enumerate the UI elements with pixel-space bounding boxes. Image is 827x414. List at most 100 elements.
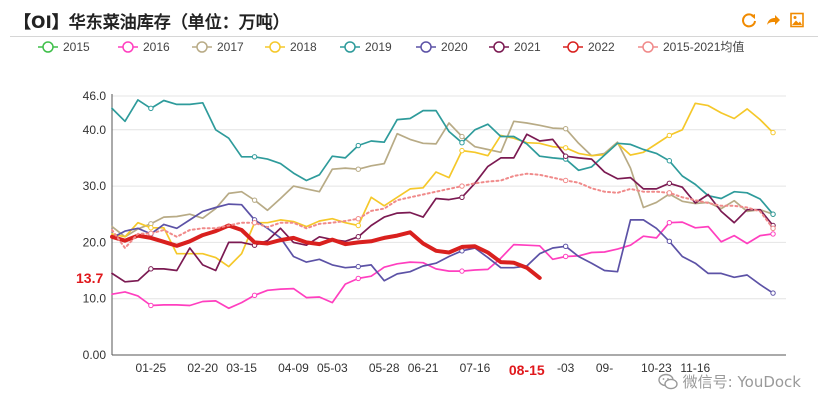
data-point [459, 183, 465, 189]
data-point [666, 190, 673, 196]
legend-label: 2019 [365, 40, 392, 54]
data-point [770, 129, 776, 136]
data-point [459, 147, 465, 154]
legend-swatch-marker [122, 41, 134, 53]
legend-swatch-marker [344, 41, 356, 53]
data-point [666, 158, 673, 164]
data-point [148, 266, 154, 272]
data-point [355, 142, 361, 149]
data-point [562, 243, 569, 250]
y-tick-label: 40.0 [83, 123, 107, 137]
refresh-icon[interactable] [741, 12, 757, 28]
legend-item-2015-2021[interactable]: 2015-2021均值 [638, 39, 744, 54]
legend-swatch-marker [567, 41, 579, 53]
legend-item-2022[interactable]: 2022 [563, 40, 615, 54]
data-point [770, 225, 776, 232]
data-point [666, 132, 673, 139]
legend-item-2019[interactable]: 2019 [340, 40, 392, 54]
chart-title: 【OI】华东菜油库存（单位：万吨） [14, 13, 290, 33]
legend-label: 2022 [588, 40, 615, 54]
legend-swatch-marker [196, 41, 208, 53]
x-tick-label: 01-25 [136, 361, 167, 375]
data-point [355, 234, 361, 240]
data-point [355, 166, 361, 172]
legend: 2015 2016 2017 2018 2019 2020 2021 2022 2015-202… [38, 39, 744, 54]
y-tick-label: 30.0 [83, 179, 107, 193]
series-line-2015-2021 [111, 172, 774, 249]
legend-label: 2018 [290, 40, 317, 54]
y-tick-label: 46.0 [83, 89, 107, 103]
legend-label: 2020 [441, 40, 468, 54]
x-tick-label: 02-20 [187, 361, 218, 375]
legend-swatch-marker [493, 41, 505, 53]
axes: 0.00 10.0 20.0 30.0 40.0 46.0 01-25 02-20 03-15 0… [76, 89, 786, 378]
x-tick-label: 11-16 [680, 361, 710, 375]
data-point [770, 290, 776, 296]
data-point [355, 275, 361, 282]
save-image-icon[interactable] [789, 12, 805, 28]
x-tick-label: 06-21 [408, 361, 439, 375]
watermark-text: 微信号: YouDock [682, 373, 801, 391]
wechat-icon [657, 373, 678, 389]
x-tick-label: 05-03 [317, 361, 348, 375]
legend-swatch-marker [642, 41, 654, 53]
data-point [148, 225, 154, 231]
legend-item-2015[interactable]: 2015 [38, 40, 90, 54]
series-line-2019 [111, 99, 774, 216]
grid [112, 95, 786, 356]
data-point [562, 177, 569, 184]
x-tick-label: 03-15 [226, 361, 257, 375]
title-divider [10, 36, 818, 37]
data-point [148, 230, 154, 237]
legend-swatch-marker [42, 41, 54, 53]
watermark: 微信号: YouDock [657, 371, 801, 392]
series-line-2018 [111, 102, 774, 268]
series-layer [110, 99, 776, 310]
data-point [355, 216, 361, 222]
data-point [562, 145, 569, 151]
data-point [459, 268, 465, 274]
series-line-2020 [111, 203, 774, 294]
legend-label: 2017 [217, 40, 244, 54]
legend-label: 2015-2021均值 [663, 39, 744, 54]
legend-item-2020[interactable]: 2020 [416, 40, 468, 54]
data-point [562, 125, 569, 132]
data-point [251, 292, 258, 299]
legend-label: 2021 [514, 40, 541, 54]
data-point [251, 219, 258, 226]
data-point [666, 219, 673, 226]
x-tick-label: 05-28 [369, 361, 400, 375]
legend-item-2018[interactable]: 2018 [265, 40, 317, 54]
series-line-2016 [111, 221, 774, 310]
legend-label: 2016 [143, 40, 170, 54]
data-point [666, 238, 673, 244]
x-tick-label: 04-09 [278, 361, 309, 375]
data-point [459, 194, 465, 201]
legend-label: 2015 [63, 40, 90, 54]
x-tick-label: -03 [557, 361, 575, 375]
data-point [770, 211, 776, 217]
x-tick-label: 09- [596, 361, 613, 375]
series-line-2021 [111, 133, 774, 283]
x-tick-label-highlight: 08-15 [509, 362, 545, 378]
y-tick-label: 0.00 [83, 348, 107, 362]
share-icon[interactable] [765, 12, 781, 28]
legend-item-2016[interactable]: 2016 [118, 40, 170, 54]
legend-item-2017[interactable]: 2017 [192, 40, 244, 54]
legend-item-2021[interactable]: 2021 [489, 40, 541, 54]
data-point [148, 302, 154, 309]
data-point [355, 222, 361, 229]
data-point [459, 140, 465, 146]
data-point [251, 154, 258, 160]
chart-toolbar [741, 12, 805, 28]
y-tick-label: 20.0 [83, 235, 107, 249]
highlight-value-label: 13.7 [76, 270, 103, 286]
data-point [770, 231, 776, 237]
data-point [251, 197, 258, 203]
data-point [355, 263, 361, 270]
data-point [459, 133, 465, 140]
x-tick-label: 07-16 [460, 361, 491, 375]
legend-swatch-marker [420, 41, 432, 53]
data-point [148, 105, 154, 112]
